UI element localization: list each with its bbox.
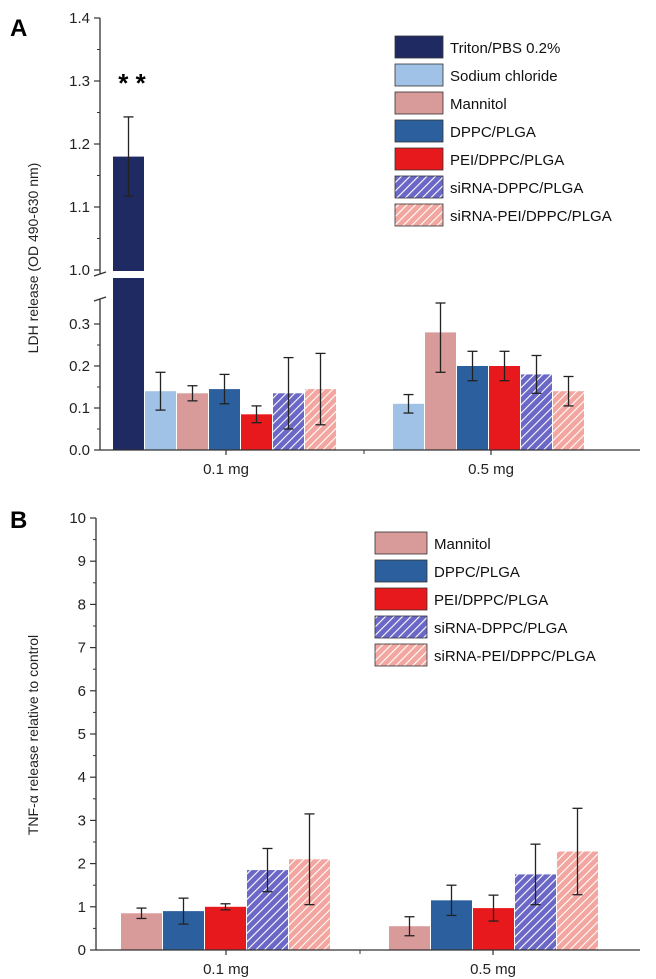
axis-break-band (108, 271, 148, 278)
legend-swatch-dppc-plga (374, 559, 428, 583)
legend-swatch-sirna-pei-dppc-plga (374, 643, 428, 667)
panel-a-y-axis-label: LDH release (OD 490-630 nm) (25, 163, 41, 354)
legend-swatch-sirna-dppc-plga (394, 175, 444, 199)
legend-swatch-dppc-plga (394, 119, 444, 143)
legend-label-dppc-plga: DPPC/PLGA (434, 564, 520, 581)
legend-label-mannitol: Mannitol (450, 96, 507, 113)
bar-mannitol-0-5-mg (389, 926, 430, 950)
axis-break-mark (93, 296, 107, 302)
y-tick-label: 10 (69, 510, 86, 527)
y-tick-label: 1.2 (69, 136, 90, 153)
panel-b-legend: Mannitol DPPC/PLGA PEI/DPPC/PLGA siRNA-DPPC… (374, 531, 596, 667)
bar-mannitol-0-1-mg (177, 393, 208, 450)
legend-label-sodium-chloride: Sodium chloride (450, 68, 558, 85)
y-tick-label: 3 (78, 812, 86, 829)
panel-a-letter: A (10, 15, 27, 42)
legend-label-sirna-dppc-plga: siRNA-DPPC/PLGA (450, 180, 583, 197)
legend-swatch-triton-pbs-0-2 (394, 35, 444, 59)
bar-mannitol-0-1-mg (121, 913, 162, 950)
y-tick-label: 0 (78, 942, 86, 959)
y-tick-label: 2 (78, 856, 86, 873)
legend-label-dppc-plga: DPPC/PLGA (450, 124, 536, 141)
y-tick-label: 1.4 (69, 10, 90, 27)
panel-a-bars (108, 116, 584, 450)
y-tick-label: 1.1 (69, 199, 90, 216)
x-category-label: 0.1 mg (203, 461, 249, 478)
y-tick-label: 0.1 (69, 400, 90, 417)
y-tick-label: 1.0 (69, 262, 90, 279)
legend-swatch-mannitol (374, 531, 428, 555)
significance-label: * * (118, 68, 146, 98)
panel-a-axes: 1.0 1.1 1.2 1.3 1.4 0.0 0.1 0.2 0.3 0.1 mg 0.5 mg (69, 10, 640, 478)
legend-label-triton-pbs-0-2: Triton/PBS 0.2% (450, 40, 560, 57)
panel-b-y-axis-label: TNF-α release relative to control (25, 635, 41, 835)
x-category-label: 0.5 mg (470, 961, 516, 978)
legend-label-sirna-pei-dppc-plga: siRNA-PEI/DPPC/PLGA (450, 208, 612, 225)
legend-swatch-pei-dppc-plga (394, 147, 444, 171)
y-tick-label: 0.3 (69, 316, 90, 333)
legend-label-sirna-dppc-plga: siRNA-DPPC/PLGA (434, 620, 567, 637)
legend-label-sirna-pei-dppc-plga: siRNA-PEI/DPPC/PLGA (434, 648, 596, 665)
legend-label-pei-dppc-plga: PEI/DPPC/PLGA (434, 592, 548, 609)
axis-break-mark (93, 271, 107, 277)
panel-b-letter: B (10, 507, 27, 534)
legend-swatch-mannitol (394, 91, 444, 115)
legend-swatch-sirna-pei-dppc-plga (394, 203, 444, 227)
panel-b-axes: 0 1 2 3 4 5 6 7 8 9 10 0.1 mg 0.5 mg (69, 510, 640, 978)
y-tick-label: 1.3 (69, 73, 90, 90)
y-tick-label: 7 (78, 640, 86, 657)
x-category-label: 0.1 mg (203, 961, 249, 978)
y-tick-label: 1 (78, 899, 86, 916)
panel-b-bars (121, 807, 598, 950)
y-tick-label: 0.0 (69, 442, 90, 459)
y-tick-label: 4 (78, 769, 86, 786)
panel-a-chart: A LDH release (OD 490-630 nm) * * 1.0 1.1… (10, 10, 640, 478)
panel-a-legend: Triton/PBS 0.2% Sodium chloride Mannitol DP… (394, 35, 612, 227)
panel-b-chart: B TNF-α release relative to control 0 1 2 3… (10, 507, 640, 978)
legend-label-mannitol: Mannitol (434, 536, 491, 553)
bar-pei-dppc-plga-0-1-mg (205, 906, 246, 950)
legend-swatch-pei-dppc-plga (374, 587, 428, 611)
legend-swatch-sodium-chloride (394, 63, 444, 87)
x-category-label: 0.5 mg (468, 461, 514, 478)
y-tick-label: 6 (78, 683, 86, 700)
y-tick-label: 0.2 (69, 358, 90, 375)
bar-triton-pbs-0-2-0-1-mg (113, 156, 144, 450)
legend-label-pei-dppc-plga: PEI/DPPC/PLGA (450, 152, 564, 169)
y-tick-label: 9 (78, 553, 86, 570)
legend-swatch-sirna-dppc-plga (374, 615, 428, 639)
y-tick-label: 5 (78, 726, 86, 743)
y-tick-label: 8 (78, 596, 86, 613)
